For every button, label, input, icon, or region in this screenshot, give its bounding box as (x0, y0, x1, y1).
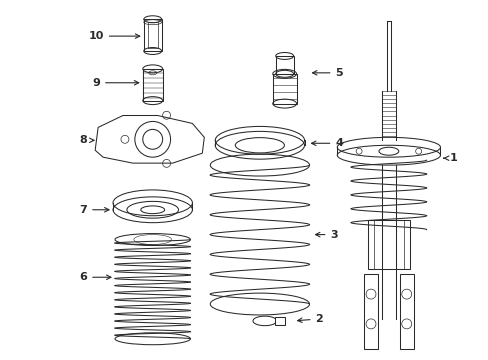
Bar (147, 22, 157, 48)
Text: 8: 8 (79, 135, 94, 145)
Text: 10: 10 (88, 31, 140, 41)
Bar (275, 56, 293, 74)
Bar (272, 74, 296, 104)
Bar (399, 274, 413, 349)
Text: 6: 6 (79, 272, 111, 282)
Bar (143, 19, 162, 51)
Text: 7: 7 (79, 205, 109, 215)
Bar (364, 274, 377, 349)
Bar (274, 317, 284, 325)
Text: 4: 4 (311, 138, 343, 148)
Text: 3: 3 (315, 230, 337, 239)
Text: 9: 9 (92, 78, 139, 88)
Text: 2: 2 (297, 314, 323, 324)
Bar (142, 69, 163, 100)
Text: 1: 1 (443, 153, 456, 163)
Text: 5: 5 (312, 68, 343, 78)
Bar (367, 220, 409, 269)
